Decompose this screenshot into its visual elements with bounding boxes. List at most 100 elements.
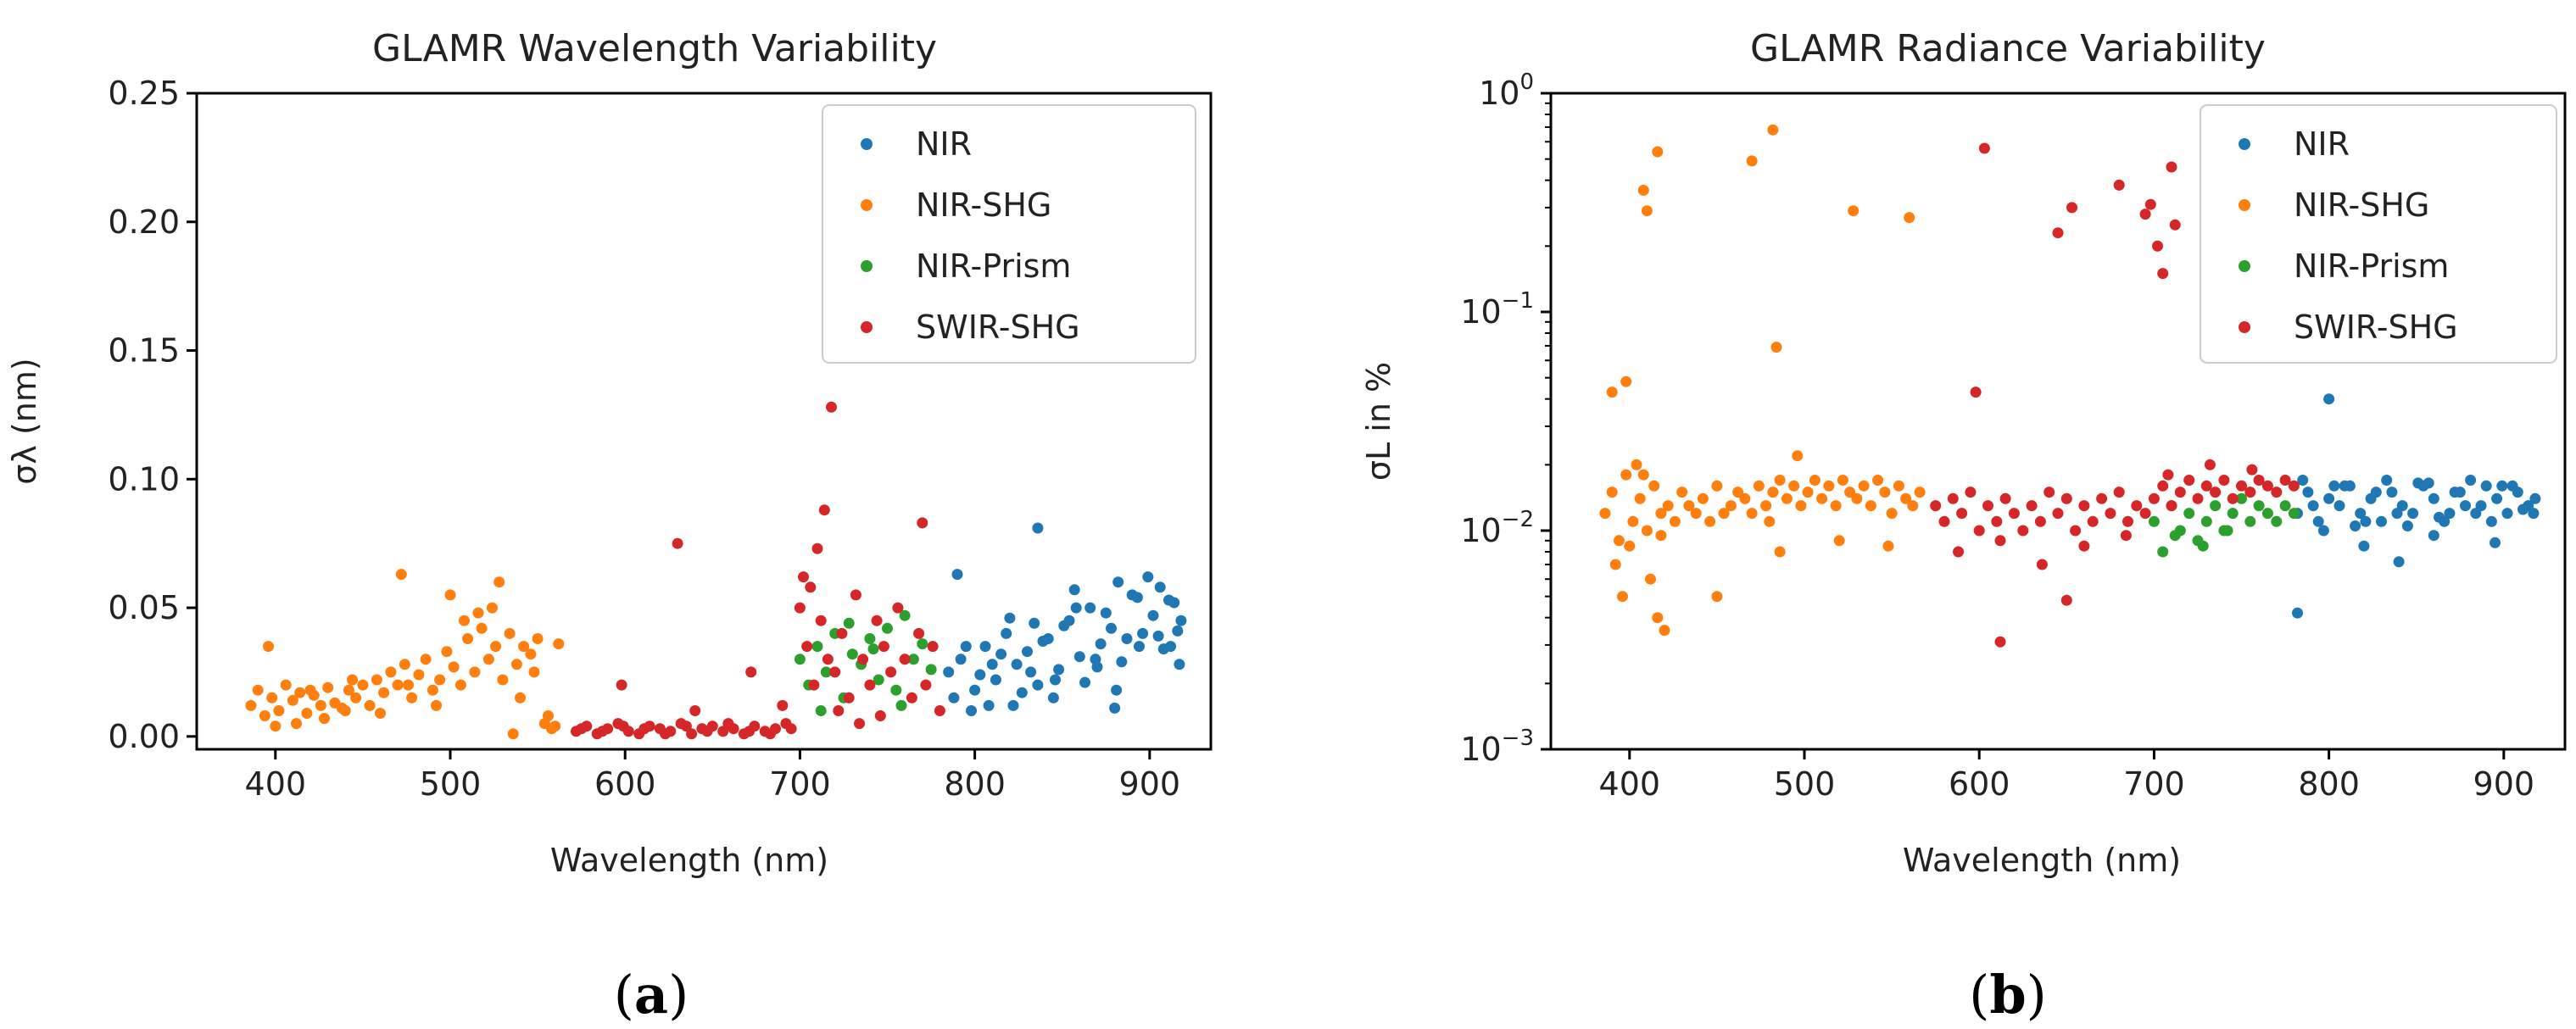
y-tick-label: 10−2 [1460, 507, 1534, 549]
data-point-nir-shg [543, 710, 554, 721]
data-point-nir-shg [403, 679, 414, 691]
data-point-swir-shg [2066, 202, 2077, 214]
data-point-nir [2465, 475, 2477, 486]
data-point-nir [2454, 487, 2466, 498]
data-point-nir-shg [1844, 487, 1856, 498]
data-point-nir-prism [2169, 530, 2181, 542]
legend-marker-nir [2239, 138, 2250, 150]
data-point-nir-shg [1697, 492, 1709, 504]
data-point-swir-shg [2008, 508, 2020, 520]
data-point-swir-shg [2152, 240, 2163, 252]
x-tick-label: 800 [2298, 765, 2360, 803]
data-point-nir [2302, 487, 2314, 498]
legend-marker-swir-shg [861, 321, 873, 333]
data-point-nir [2501, 508, 2513, 520]
data-point-nir [974, 669, 986, 681]
data-point-nir-shg [1624, 540, 1636, 552]
data-point-nir-shg [459, 615, 470, 626]
data-point-nir-prism [925, 664, 937, 676]
data-point-nir [1058, 620, 1070, 631]
data-point-nir-shg [462, 633, 474, 644]
data-point-swir-shg [2279, 475, 2291, 486]
data-point-nir-shg [487, 602, 498, 614]
data-point-nir-shg [1770, 342, 1782, 353]
data-point-nir-shg [399, 659, 410, 670]
data-point-swir-shg [927, 641, 939, 653]
data-point-nir-shg [1904, 212, 1915, 224]
data-point-nir [951, 569, 963, 581]
data-point-swir-shg [680, 720, 692, 732]
chart-title-b: GLAMR Radiance Variability [1750, 27, 2266, 70]
data-point-nir [1174, 659, 1185, 670]
data-point-nir-shg [1711, 591, 1723, 603]
data-point-nir [1175, 615, 1187, 626]
data-point-swir-shg [920, 679, 932, 691]
data-point-nir-shg [322, 681, 334, 693]
data-point-nir-prism [873, 674, 884, 686]
y-tick-label: 0.10 [108, 460, 180, 498]
data-point-nir [2323, 393, 2335, 405]
legend-marker-nir-shg [2239, 199, 2250, 211]
legend-marker-nir-shg [861, 199, 873, 211]
legend-label-nir: NIR [2294, 125, 2350, 163]
data-point-nir-shg [343, 684, 354, 696]
x-tick-label: 900 [2473, 765, 2535, 803]
data-point-nir-shg [1739, 492, 1751, 504]
data-point-nir-prism [2197, 540, 2209, 552]
data-point-nir [960, 641, 972, 653]
data-point-nir-shg [1774, 475, 1786, 486]
data-point-nir-shg [1690, 508, 1702, 520]
data-point-nir-shg [434, 674, 446, 686]
data-point-nir [1070, 602, 1082, 614]
legend-label-swir-shg: SWIR-SHG [916, 309, 1080, 346]
data-point-swir-shg [2017, 525, 2029, 537]
data-point-nir-shg [482, 654, 494, 665]
data-point-nir [2333, 500, 2345, 512]
data-point-swir-shg [2144, 198, 2156, 210]
data-point-nir-shg [245, 699, 257, 711]
data-point-swir-shg [745, 666, 757, 678]
data-point-nir-shg [1774, 546, 1786, 558]
data-point-nir-shg [1648, 480, 1660, 492]
x-tick-label: 600 [1949, 765, 2010, 803]
y-axis-label-a: σλ (nm) [6, 358, 43, 484]
data-point-nir-shg [392, 679, 404, 691]
data-point-nir-shg [1833, 535, 1845, 547]
data-point-nir [1053, 664, 1065, 676]
y-tick-label: 0.00 [108, 718, 180, 755]
data-point-swir-shg [857, 654, 869, 665]
y-tick-label: 0.25 [108, 75, 180, 112]
y-tick-label: 0.20 [108, 203, 180, 241]
data-point-nir [1165, 641, 1177, 653]
data-point-nir [1016, 687, 1028, 698]
data-point-swir-shg [2096, 492, 2108, 504]
data-point-nir-shg [1637, 185, 1649, 196]
data-point-swir-shg [2044, 487, 2055, 498]
legend-label-swir-shg: SWIR-SHG [2294, 309, 2458, 346]
data-point-nir [1163, 594, 1174, 606]
data-point-swir-shg [701, 726, 713, 737]
data-point-nir-shg [1645, 573, 1656, 585]
data-point-swir-shg [2200, 480, 2212, 492]
data-point-nir-shg [1732, 487, 1744, 498]
data-point-swir-shg [686, 728, 698, 740]
data-point-nir-shg [1788, 480, 1800, 492]
data-point-nir-shg [1609, 559, 1621, 570]
data-point-nir-prism [2157, 546, 2169, 558]
data-point-swir-shg [672, 537, 683, 549]
data-point-swir-shg [2036, 559, 2048, 570]
data-point-nir-shg [1620, 375, 1632, 387]
data-point-nir-shg [1809, 475, 1820, 486]
panel-a-chart: 400 500 600 700 800 900 0.00 0.05 0.10 0.15 0.20 0.… [6, 27, 1213, 1026]
data-point-nir-prism [2222, 525, 2233, 537]
data-point-nir-shg [444, 589, 456, 601]
data-point-swir-shg [2166, 500, 2177, 512]
data-point-nir-shg [1823, 480, 1835, 492]
legend-label-nir: NIR [916, 125, 972, 163]
data-point-nir-prism [811, 641, 823, 653]
data-point-swir-shg [833, 705, 845, 716]
y-tick-label: 10−1 [1460, 288, 1534, 331]
data-point-swir-shg [843, 692, 855, 704]
data-point-nir [2428, 530, 2439, 542]
data-point-nir-shg [1760, 500, 1772, 512]
